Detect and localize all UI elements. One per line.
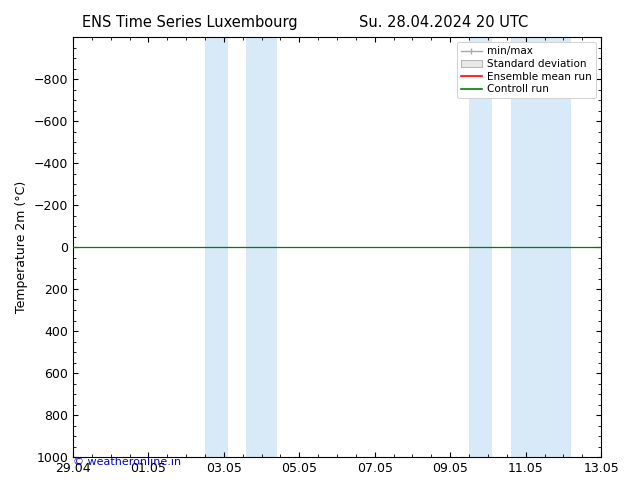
Text: Su. 28.04.2024 20 UTC: Su. 28.04.2024 20 UTC: [359, 15, 528, 30]
Y-axis label: Temperature 2m (°C): Temperature 2m (°C): [15, 181, 28, 313]
Bar: [247, 37, 276, 457]
Text: © weatheronline.in: © weatheronline.in: [74, 457, 181, 467]
Legend: min/max, Standard deviation, Ensemble mean run, Controll run: min/max, Standard deviation, Ensemble me…: [456, 42, 596, 98]
Bar: [205, 37, 228, 457]
Bar: [510, 37, 571, 457]
Text: ENS Time Series Luxembourg: ENS Time Series Luxembourg: [82, 15, 298, 30]
Bar: [469, 37, 492, 457]
